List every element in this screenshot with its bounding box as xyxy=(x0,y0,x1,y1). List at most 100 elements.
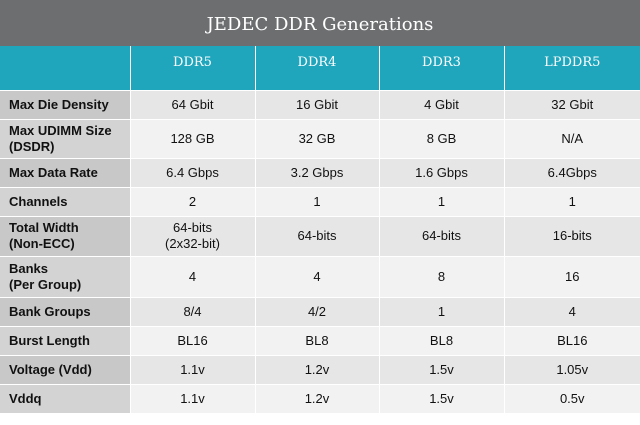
cell-value: 64-bits xyxy=(421,228,462,243)
table-cell: 1.6 Gbps xyxy=(379,158,505,188)
column-header: DDR4 xyxy=(255,46,380,91)
table-cell: 64-bits xyxy=(379,216,505,257)
table-cell: 1.5v xyxy=(379,355,505,385)
row-label-line: Bank Groups xyxy=(9,303,91,319)
ddr-comparison-table: DDR5 DDR4 DDR3 LPDDR5 Max Die Density 64 … xyxy=(0,46,640,414)
cell-value: 8 xyxy=(437,268,446,284)
row-label: Banks (Per Group) xyxy=(0,256,131,298)
cell-value: 16 Gbit xyxy=(296,96,338,112)
table-cell: 4 xyxy=(504,297,640,327)
cell-value: 0.5v xyxy=(559,390,585,406)
table-cell: 128 GB xyxy=(130,119,256,159)
table-row: Total Width (Non-ECC) 64-bits (2x32-bit) 64-… xyxy=(0,216,640,257)
table-cell: 1 xyxy=(504,187,640,217)
cell-value: 1 xyxy=(437,193,446,209)
table-row: Banks (Per Group) 4 4 8 16 xyxy=(0,256,640,298)
table-row: Channels 2 1 1 1 xyxy=(0,187,640,217)
column-header: DDR5 xyxy=(130,46,256,91)
table-cell: 8/4 xyxy=(130,297,256,327)
row-label: Max Data Rate xyxy=(0,158,131,188)
table-cell: 32 GB xyxy=(255,119,380,159)
table-cell: 6.4Gbps xyxy=(504,158,640,188)
cell-value: 4/2 xyxy=(307,303,327,319)
table-cell: 2 xyxy=(130,187,256,217)
cell-value: BL16 xyxy=(557,332,588,348)
row-label: Burst Length xyxy=(0,326,131,356)
cell-value: 1.05v xyxy=(556,361,589,377)
row-label-line: Max UDIMM Size xyxy=(9,122,112,138)
row-label: Vddq xyxy=(0,384,131,414)
cell-value: 1.1v xyxy=(180,390,205,406)
table-cell: 4 xyxy=(130,256,256,298)
row-label-line: Banks xyxy=(9,260,49,276)
cell-value: 6.4Gbps xyxy=(547,164,597,180)
table-cell: 4/2 xyxy=(255,297,380,327)
cell-value: 1.5v xyxy=(429,390,454,406)
table-cell: BL8 xyxy=(255,326,380,356)
row-label-line: Voltage (Vdd) xyxy=(9,361,92,377)
cell-value: BL16 xyxy=(177,332,208,348)
table-cell: 8 xyxy=(379,256,505,298)
table-row: Max UDIMM Size (DSDR) 128 GB 32 GB 8 GB N/A xyxy=(0,119,640,159)
table-cell: 3.2 Gbps xyxy=(255,158,380,188)
table-cell: 0.5v xyxy=(504,384,640,414)
cell-value: 64-bits xyxy=(297,228,337,243)
table-cell: 1.05v xyxy=(504,355,640,385)
corner-cell xyxy=(0,46,131,91)
row-label-line: (Per Group) xyxy=(9,276,82,292)
table-cell: 1.1v xyxy=(130,384,256,414)
cell-value: 4 xyxy=(188,268,197,284)
cell-value: 8 GB xyxy=(426,130,457,146)
table-cell: 1.1v xyxy=(130,355,256,385)
table-row: Vddq 1.1v 1.2v 1.5v 0.5v xyxy=(0,384,640,414)
table-cell: 4 xyxy=(255,256,380,298)
table-cell: 1 xyxy=(379,297,505,327)
table-row: Bank Groups 8/4 4/2 1 4 xyxy=(0,297,640,327)
table-row: Max Data Rate 6.4 Gbps 3.2 Gbps 1.6 Gbps 6.4… xyxy=(0,158,640,188)
row-label: Max UDIMM Size (DSDR) xyxy=(0,119,131,159)
cell-value: 1 xyxy=(313,193,321,209)
cell-value: 64-bits xyxy=(172,220,213,235)
table-cell: BL16 xyxy=(504,326,640,356)
table-cell: 64-bits xyxy=(255,216,380,257)
table-cell: N/A xyxy=(504,119,640,159)
cell-value: 64 Gbit xyxy=(171,96,214,112)
table-cell: 1.2v xyxy=(255,355,380,385)
table-cell: 1.5v xyxy=(379,384,505,414)
cell-value: 4 xyxy=(568,303,576,319)
cell-value: 1.5v xyxy=(429,361,454,377)
cell-value: 1.2v xyxy=(304,390,330,406)
cell-value: 16-bits xyxy=(552,228,592,243)
cell-value: 1.6 Gbps xyxy=(415,164,468,180)
table-body: Max Die Density 64 Gbit 16 Gbit 4 Gbit 32 Gb… xyxy=(0,90,640,414)
cell-value: 6.4 Gbps xyxy=(166,164,219,180)
table-cell: 16-bits xyxy=(504,216,640,257)
row-label: Voltage (Vdd) xyxy=(0,355,131,385)
row-label-line: (Non-ECC) xyxy=(9,236,75,251)
cell-value: 32 Gbit xyxy=(551,96,594,112)
table-cell: BL8 xyxy=(379,326,505,356)
table-cell: 4 Gbit xyxy=(379,90,505,120)
column-header: LPDDR5 xyxy=(504,46,640,91)
row-label: Total Width (Non-ECC) xyxy=(0,216,131,257)
table-title: JEDEC DDR Generations xyxy=(0,0,640,46)
table-row: Voltage (Vdd) 1.1v 1.2v 1.5v 1.05v xyxy=(0,355,640,385)
cell-value: 3.2 Gbps xyxy=(290,164,344,180)
cell-value: 1.1v xyxy=(180,361,205,377)
cell-value: 32 GB xyxy=(298,130,336,146)
table-cell: 16 Gbit xyxy=(255,90,380,120)
cell-value: (2x32-bit) xyxy=(165,236,220,251)
table-cell: 64-bits (2x32-bit) xyxy=(130,216,256,257)
row-label-line: (DSDR) xyxy=(9,138,55,154)
table-row: Burst Length BL16 BL8 BL8 BL16 xyxy=(0,326,640,356)
table-cell: 8 GB xyxy=(379,119,505,159)
row-label-line: Burst Length xyxy=(9,332,90,348)
table-cell: 6.4 Gbps xyxy=(130,158,256,188)
cell-value: 1 xyxy=(437,303,446,319)
column-header: DDR3 xyxy=(379,46,505,91)
header-row: DDR5 DDR4 DDR3 LPDDR5 xyxy=(0,46,640,91)
row-label: Bank Groups xyxy=(0,297,131,327)
table-cell: 16 xyxy=(504,256,640,298)
cell-value: 4 xyxy=(313,268,321,284)
